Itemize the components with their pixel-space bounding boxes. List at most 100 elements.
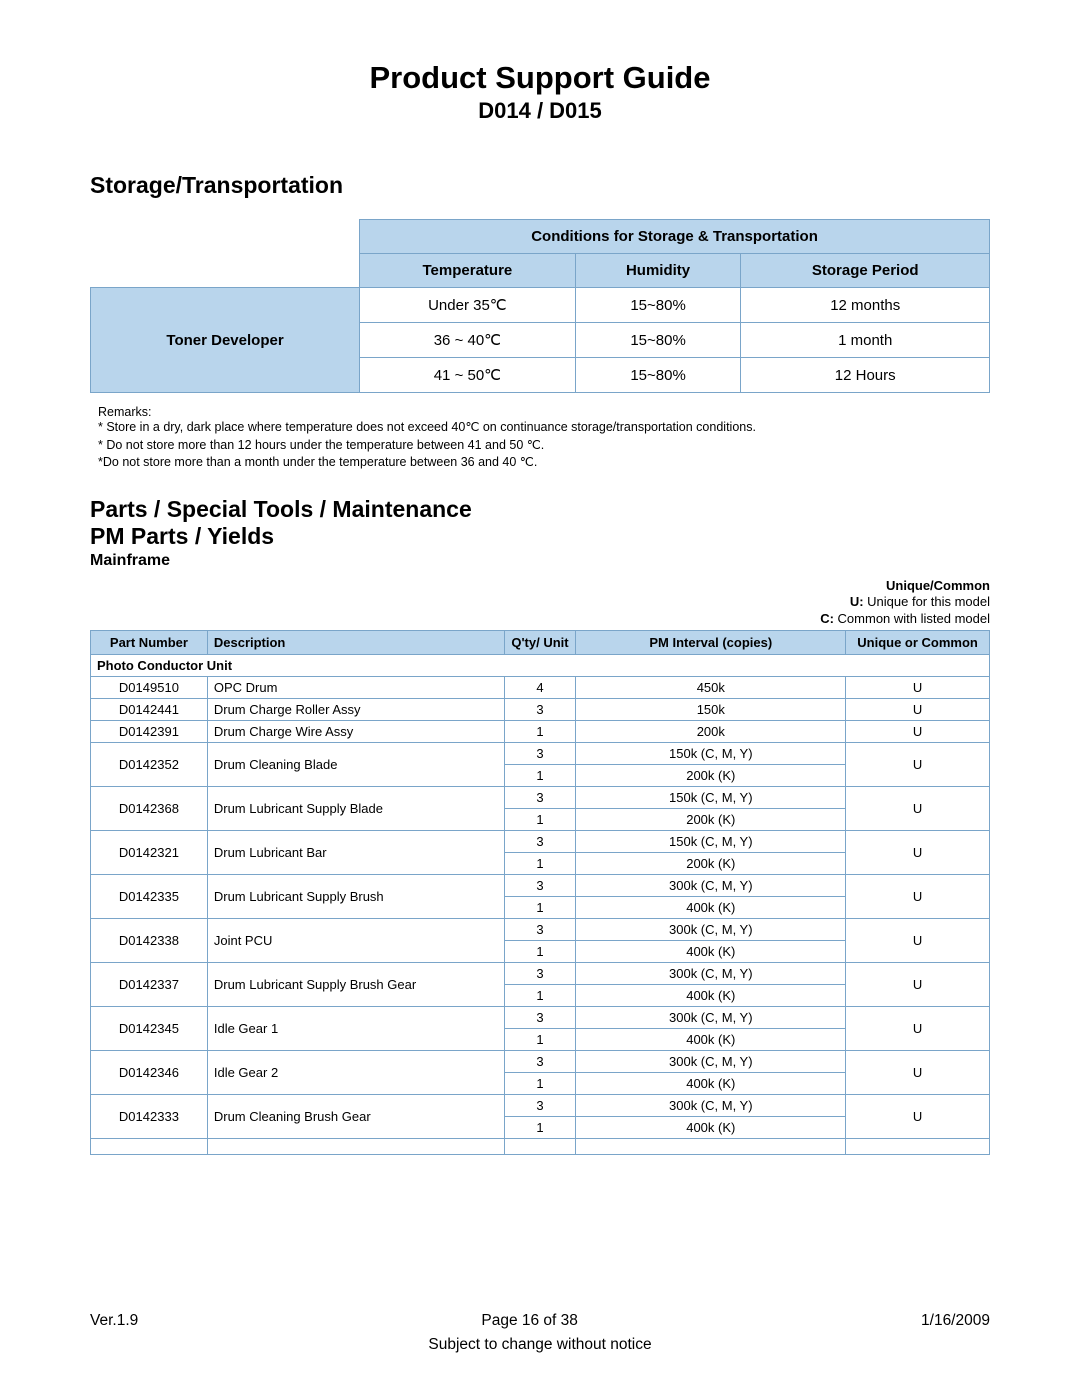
- cell-uc: U: [846, 919, 990, 963]
- cell-desc: Drum Cleaning Brush Gear: [207, 1095, 504, 1139]
- cell-pm: 150k (C, M, Y): [576, 787, 846, 809]
- col-humidity: Humidity: [575, 254, 741, 288]
- cell-qty: 3: [504, 919, 576, 941]
- storage-row-label: Toner Developer: [91, 288, 360, 393]
- cell-part: D0142352: [91, 743, 208, 787]
- remarks-label: Remarks:: [90, 405, 990, 419]
- cell-uc: U: [846, 677, 990, 699]
- cell-qty: 1: [504, 765, 576, 787]
- empty-cell: [846, 1139, 990, 1155]
- cell-qty: 3: [504, 831, 576, 853]
- cell-qty: 3: [504, 743, 576, 765]
- cell-uc: U: [846, 721, 990, 743]
- parts-table: Part Number Description Q'ty/ Unit PM In…: [90, 630, 990, 1155]
- parts-section-title2: PM Parts / Yields: [90, 523, 990, 550]
- footer-notice: Subject to change without notice: [90, 1336, 990, 1354]
- cell-pm: 400k (K): [576, 941, 846, 963]
- parts-subheader: Photo Conductor Unit: [91, 655, 990, 677]
- remark-line: *Do not store more than a month under th…: [98, 454, 990, 472]
- cell-uc: U: [846, 831, 990, 875]
- cell-qty: 1: [504, 853, 576, 875]
- cell-uc: U: [846, 1051, 990, 1095]
- cell-pm: 300k (C, M, Y): [576, 1051, 846, 1073]
- parts-subsection: Mainframe: [90, 552, 990, 570]
- cell-desc: Drum Lubricant Supply Brush Gear: [207, 963, 504, 1007]
- storage-cell: 1 month: [741, 323, 990, 358]
- cell-pm: 400k (K): [576, 1029, 846, 1051]
- col-description: Description: [207, 631, 504, 655]
- cell-qty: 1: [504, 897, 576, 919]
- storage-cell: 36 ~ 40℃: [360, 323, 576, 358]
- cell-pm: 400k (K): [576, 1073, 846, 1095]
- cell-qty: 3: [504, 699, 576, 721]
- cell-part: D0142368: [91, 787, 208, 831]
- cell-desc: Drum Lubricant Supply Brush: [207, 875, 504, 919]
- cell-pm: 400k (K): [576, 985, 846, 1007]
- cell-uc: U: [846, 1095, 990, 1139]
- page-title: Product Support Guide: [90, 60, 990, 96]
- col-qty: Q'ty/ Unit: [504, 631, 576, 655]
- storage-cell: 15~80%: [575, 323, 741, 358]
- cell-uc: U: [846, 787, 990, 831]
- storage-cell: Under 35℃: [360, 288, 576, 323]
- storage-table-header: Conditions for Storage & Transportation: [360, 220, 990, 254]
- cell-pm: 200k (K): [576, 853, 846, 875]
- cell-part: D0142346: [91, 1051, 208, 1095]
- legend-block: Unique/Common U: Unique for this model C…: [90, 578, 990, 629]
- storage-cell: 15~80%: [575, 358, 741, 393]
- storage-cell: 12 Hours: [741, 358, 990, 393]
- cell-uc: U: [846, 963, 990, 1007]
- cell-desc: Idle Gear 1: [207, 1007, 504, 1051]
- cell-qty: 1: [504, 1073, 576, 1095]
- page-subtitle: D014 / D015: [90, 98, 990, 124]
- cell-qty: 1: [504, 1117, 576, 1139]
- cell-qty: 3: [504, 963, 576, 985]
- empty-cell: [576, 1139, 846, 1155]
- cell-desc: Drum Charge Wire Assy: [207, 721, 504, 743]
- footer-date: 1/16/2009: [921, 1312, 990, 1330]
- cell-pm: 450k: [576, 677, 846, 699]
- cell-pm: 150k: [576, 699, 846, 721]
- cell-pm: 300k (C, M, Y): [576, 1095, 846, 1117]
- cell-pm: 300k (C, M, Y): [576, 1007, 846, 1029]
- storage-cell: 12 months: [741, 288, 990, 323]
- cell-desc: Drum Charge Roller Assy: [207, 699, 504, 721]
- empty-cell: [207, 1139, 504, 1155]
- remark-line: * Store in a dry, dark place where tempe…: [98, 419, 990, 437]
- cell-desc: Drum Cleaning Blade: [207, 743, 504, 787]
- cell-qty: 4: [504, 677, 576, 699]
- page-footer: Ver.1.9 Page 16 of 38 1/16/2009 Subject …: [90, 1312, 990, 1354]
- cell-desc: Idle Gear 2: [207, 1051, 504, 1095]
- remarks-block: * Store in a dry, dark place where tempe…: [90, 419, 990, 472]
- footer-version: Ver.1.9: [90, 1312, 138, 1330]
- cell-desc: Joint PCU: [207, 919, 504, 963]
- cell-pm: 150k (C, M, Y): [576, 743, 846, 765]
- legend-u: U: Unique for this model: [90, 594, 990, 611]
- cell-pm: 400k (K): [576, 897, 846, 919]
- storage-section-title: Storage/Transportation: [90, 172, 990, 199]
- cell-qty: 3: [504, 875, 576, 897]
- cell-qty: 1: [504, 1029, 576, 1051]
- cell-qty: 1: [504, 721, 576, 743]
- cell-uc: U: [846, 875, 990, 919]
- cell-part: D0142391: [91, 721, 208, 743]
- cell-uc: U: [846, 699, 990, 721]
- col-part-number: Part Number: [91, 631, 208, 655]
- cell-pm: 300k (C, M, Y): [576, 919, 846, 941]
- cell-pm: 200k: [576, 721, 846, 743]
- storage-cell: 15~80%: [575, 288, 741, 323]
- cell-pm: 300k (C, M, Y): [576, 963, 846, 985]
- remark-line: * Do not store more than 12 hours under …: [98, 437, 990, 455]
- cell-qty: 3: [504, 1007, 576, 1029]
- col-unique-common: Unique or Common: [846, 631, 990, 655]
- cell-qty: 3: [504, 1051, 576, 1073]
- empty-cell: [91, 1139, 208, 1155]
- legend-c: C: Common with listed model: [90, 611, 990, 628]
- cell-part: D0142345: [91, 1007, 208, 1051]
- cell-qty: 1: [504, 809, 576, 831]
- cell-uc: U: [846, 1007, 990, 1051]
- legend-title: Unique/Common: [90, 578, 990, 595]
- footer-page: Page 16 of 38: [481, 1312, 578, 1330]
- cell-part: D0149510: [91, 677, 208, 699]
- cell-pm: 300k (C, M, Y): [576, 875, 846, 897]
